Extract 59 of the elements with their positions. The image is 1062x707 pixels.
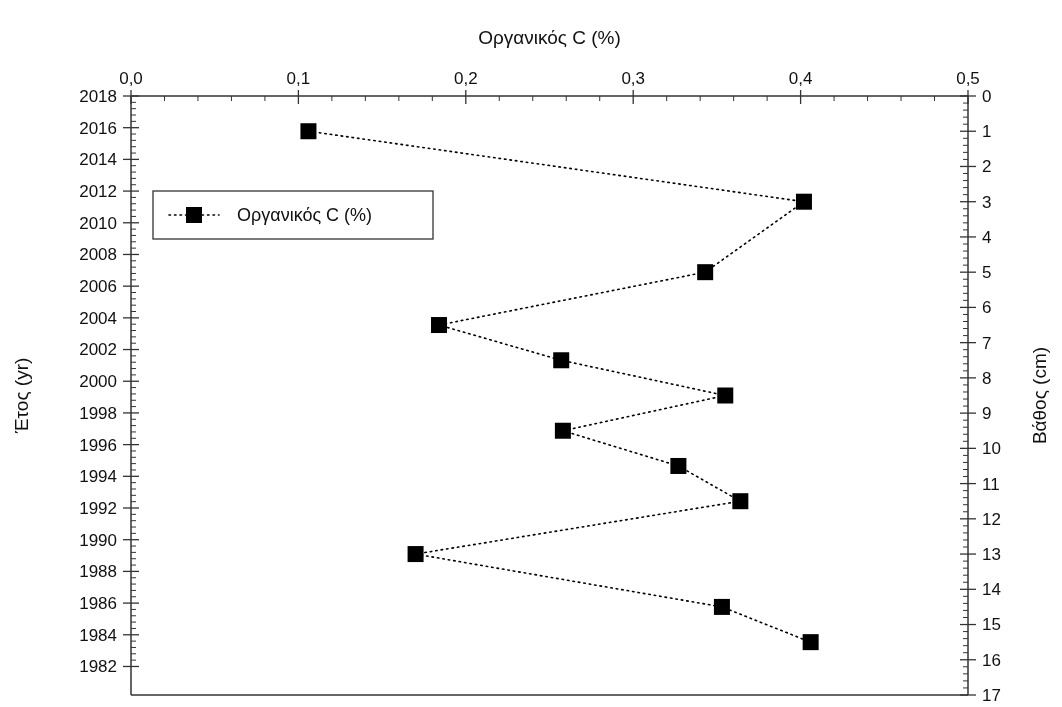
x-axis-title: Οργανικός C (%) [478,27,621,48]
y2-tick-label: 7 [982,333,992,353]
y2-tick-label: 1 [982,122,992,142]
y2-tick-label: 16 [982,650,1001,670]
y-tick-label: 1996 [79,435,117,455]
y-tick-label: 1984 [79,625,117,645]
point [802,634,819,651]
y-tick-label: 1994 [79,467,117,487]
y2-axis-title: Βάθος (cm) [1029,346,1050,445]
y-tick-label: 2002 [79,340,117,360]
x-tick-label: 0,1 [286,69,311,88]
point [732,493,749,510]
y-tick-label: 1986 [79,594,117,614]
y-tick-label: 2006 [79,277,117,297]
y2-tick-label: 5 [982,263,992,283]
y2-tick-label: 6 [982,298,992,318]
y-axis-title: Έτος (yr) [11,357,32,435]
x-tick-label: 0,2 [453,69,478,88]
point [407,546,424,563]
y-tick-label: 2016 [79,118,117,138]
y-tick-label: 2004 [79,308,117,328]
y-tick-label: 1990 [79,530,117,550]
y2-tick-label: 14 [982,580,1001,600]
y-tick-label: 1998 [79,403,117,423]
y2-tick-label: 15 [982,615,1001,635]
point [553,352,570,369]
y2-tick-label: 8 [982,368,992,388]
y-tick-label: 2010 [79,213,117,233]
y-tick-label: 2000 [79,372,117,392]
y-tick-label: 2014 [79,150,117,170]
point [697,264,714,281]
x-tick-label: 0,5 [956,69,980,88]
y2-tick-label: 13 [982,545,1001,565]
x-tick-label: 0,0 [119,69,143,88]
point [431,317,448,334]
y2-tick-label: 10 [982,439,1001,459]
y-tick-label: 1992 [79,498,117,518]
y-tick-label: 2018 [79,86,117,106]
point [300,123,317,140]
y2-tick-label: 12 [982,509,1001,529]
y2-tick-label: 17 [982,685,1001,705]
y-tick-label: 1982 [79,657,117,677]
y-tick-label: 1988 [79,562,117,582]
point [554,422,571,439]
point [670,457,687,474]
point [717,387,734,404]
point [795,193,812,210]
y-tick-label: 2008 [79,245,117,265]
y2-tick-label: 9 [982,404,992,424]
y2-tick-label: 4 [982,227,992,247]
legend-label: Οργανικός C (%) [237,205,373,226]
point [713,598,730,615]
y2-tick-label: 3 [982,192,992,212]
y2-tick-label: 2 [982,157,992,177]
y2-tick-label: 11 [982,474,1000,494]
y-tick-label: 2012 [79,182,117,202]
y2-tick-label: 0 [982,86,992,106]
x-tick-label: 0,4 [788,69,813,88]
x-tick-label: 0,3 [621,69,646,88]
